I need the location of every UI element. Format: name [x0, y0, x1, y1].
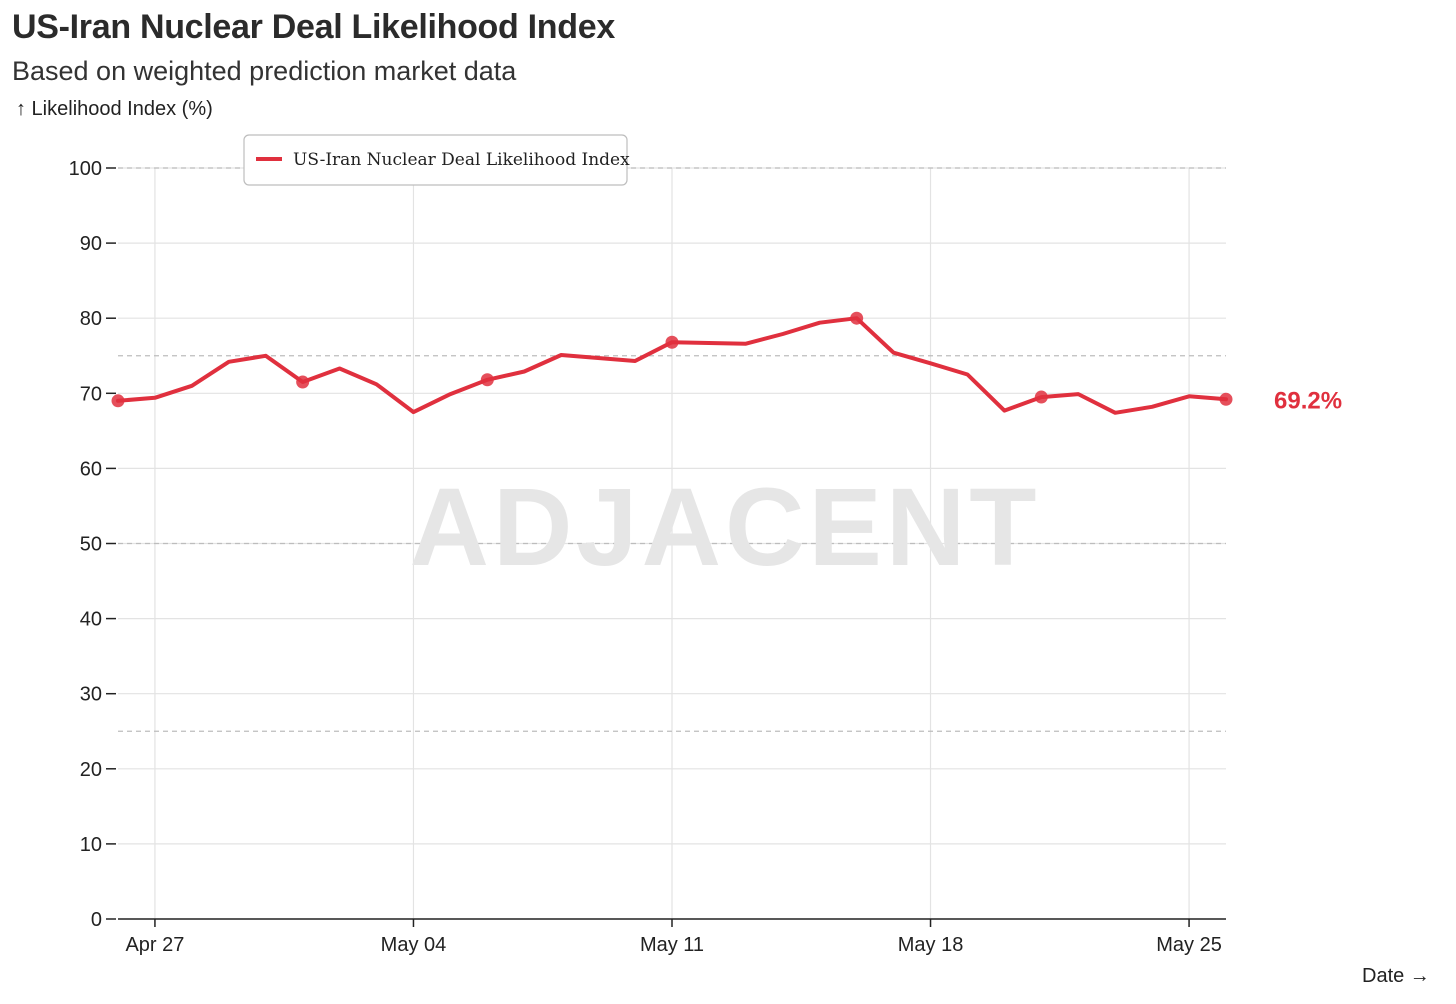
y-axis-label: ↑ Likelihood Index (%) — [16, 98, 213, 120]
y-tick-label-80: 80 — [80, 308, 102, 330]
data-point-10 — [480, 373, 494, 387]
data-point-5 — [296, 375, 310, 389]
x-tick-label-may-04: May 04 — [381, 934, 447, 956]
x-tick-label-may-25: May 25 — [1156, 934, 1222, 956]
y-tick-label-90: 90 — [80, 233, 102, 255]
data-point-30 — [1219, 392, 1233, 406]
x-axis-label: Date → — [1362, 965, 1430, 987]
chart-title: US-Iran Nuclear Deal Likelihood Index — [12, 8, 615, 46]
y-tick-label-50: 50 — [80, 534, 102, 556]
legend-box — [243, 134, 628, 186]
y-tick-label-10: 10 — [80, 834, 102, 856]
data-point-0 — [111, 394, 125, 408]
y-tick-label-20: 20 — [80, 759, 102, 781]
y-tick-label-0: 0 — [91, 909, 102, 931]
last-value-label: 69.2% — [1274, 387, 1342, 414]
y-tick-label-60: 60 — [80, 458, 102, 480]
data-point-20 — [850, 311, 864, 325]
chart-subtitle: Based on weighted prediction market data — [12, 56, 517, 86]
watermark: ADJACENT — [410, 466, 1041, 589]
data-point-15 — [665, 335, 679, 349]
data-point-25 — [1034, 390, 1048, 404]
y-tick-label-30: 30 — [80, 684, 102, 706]
x-tick-label-may-18: May 18 — [898, 934, 964, 956]
y-tick-label-70: 70 — [80, 383, 102, 405]
legend-label: US-Iran Nuclear Deal Likelihood Index — [293, 150, 630, 170]
y-tick-label-100: 100 — [69, 158, 102, 180]
x-tick-label-apr-27: Apr 27 — [125, 934, 184, 956]
y-tick-label-40: 40 — [80, 609, 102, 631]
x-tick-label-may-11: May 11 — [640, 934, 704, 956]
series-layer — [111, 311, 1233, 415]
axes: 0 10 20 30 40 50 60 70 80 90 100 Apr 27 May 04 May 11… — [69, 158, 1226, 956]
legend: US-Iran Nuclear Deal Likelihood Index — [243, 134, 630, 186]
